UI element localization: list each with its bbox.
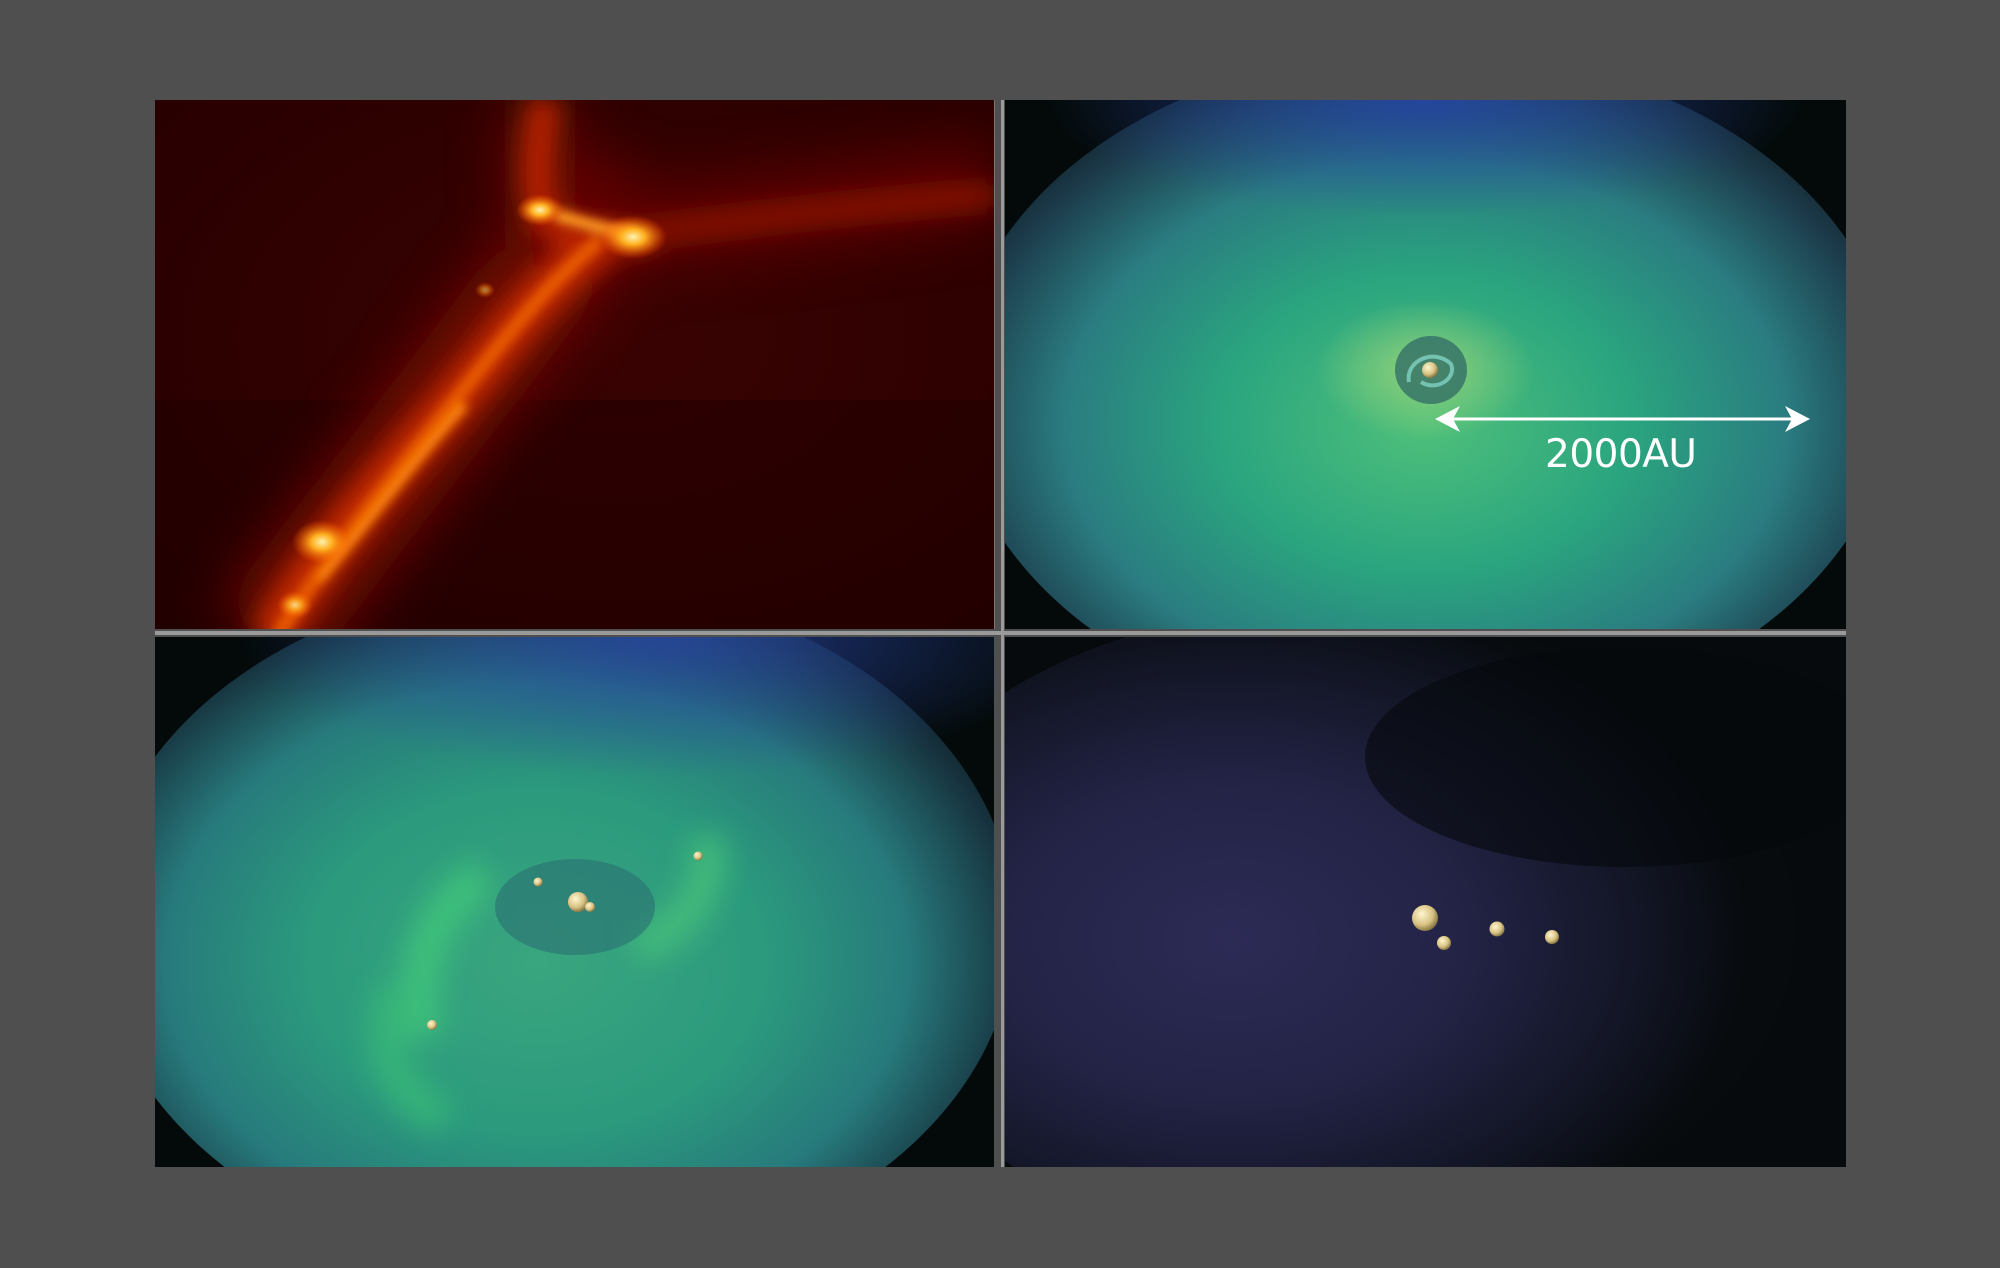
- bright-core-1: [599, 215, 667, 259]
- star-4: [1545, 930, 1559, 944]
- protostar-5: [427, 1020, 437, 1030]
- dispersed-cluster-image: [1005, 637, 1846, 1167]
- star-3: [1489, 921, 1505, 937]
- star-1: [1412, 905, 1438, 931]
- protostar-3: [533, 877, 543, 887]
- single-core-panel: [1005, 100, 1846, 629]
- bright-core-2: [516, 194, 564, 226]
- protostar-4: [693, 851, 703, 861]
- scale-arrow: [1435, 406, 1810, 432]
- star-2: [1437, 936, 1451, 950]
- scale-bar-label: 2000AU: [1545, 432, 1697, 477]
- horizontal-divider: [155, 631, 1846, 635]
- fragmenting-image: [155, 637, 994, 1167]
- protostar-2: [585, 902, 595, 912]
- filament-image: [155, 100, 994, 629]
- filament-panel: [155, 100, 995, 629]
- single-core-image: [1005, 100, 1846, 629]
- bright-core-3: [292, 520, 352, 564]
- dispersed-cluster-panel: [1005, 637, 1846, 1167]
- fragmenting-panel: [155, 637, 994, 1167]
- protostar-1: [568, 892, 588, 912]
- protostar: [1422, 362, 1438, 378]
